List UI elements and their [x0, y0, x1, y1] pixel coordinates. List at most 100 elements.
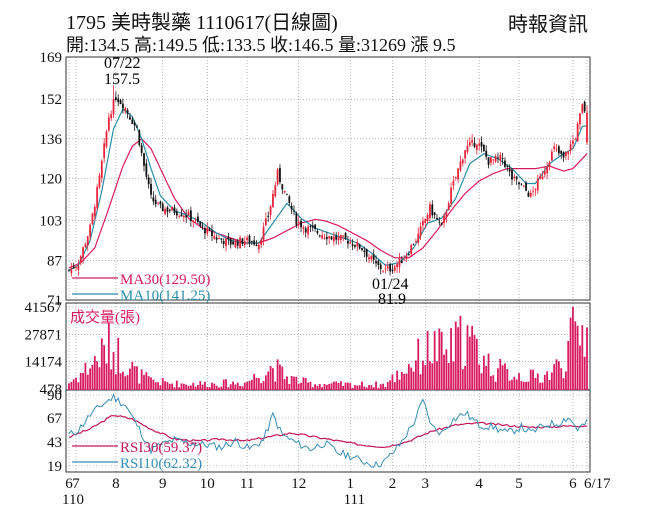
candle — [586, 105, 588, 146]
volume-bar — [506, 369, 509, 390]
candle-body — [180, 214, 183, 217]
candle — [550, 148, 553, 161]
candle — [443, 213, 445, 228]
candle-body — [269, 206, 272, 215]
volume-bar — [363, 386, 366, 390]
candle — [344, 232, 347, 240]
candle — [539, 173, 542, 180]
candle — [529, 189, 532, 198]
candle — [335, 232, 338, 245]
x-tick-label: 9 — [159, 476, 167, 492]
candle-body — [185, 215, 188, 218]
candle-body — [426, 215, 429, 221]
candle-body — [522, 185, 525, 187]
price-tick-label: 103 — [40, 214, 63, 230]
ma10-legend-label: MA10(141.25) — [120, 288, 210, 304]
volume-bar — [220, 386, 223, 390]
volume-bar — [215, 385, 218, 390]
volume-bar — [525, 381, 527, 390]
candle — [255, 240, 258, 247]
candle-body — [215, 237, 218, 240]
candle-body — [550, 151, 553, 161]
volume-bar — [351, 387, 354, 390]
candle-body — [424, 218, 427, 224]
candle-body — [82, 247, 84, 258]
volume-bar — [77, 382, 80, 390]
candle-body — [161, 203, 164, 212]
candle-body — [375, 261, 377, 264]
candle — [525, 180, 527, 192]
candle — [197, 212, 199, 225]
candle — [534, 187, 537, 196]
candle-body — [220, 238, 223, 240]
candle-body — [89, 224, 91, 237]
candle-body — [494, 156, 497, 162]
price-tick-label: 152 — [40, 92, 63, 108]
volume-bar — [555, 359, 558, 390]
candle — [339, 234, 342, 244]
volume-bar — [323, 383, 326, 390]
volume-bar — [297, 383, 300, 390]
candle — [468, 136, 471, 148]
volume-bar — [414, 360, 417, 390]
candle — [119, 99, 122, 105]
candle-body — [581, 104, 584, 113]
volume-bar — [168, 383, 171, 390]
candle — [454, 176, 457, 181]
volume-bar — [260, 383, 263, 390]
rsi30-line — [68, 415, 588, 448]
candle — [457, 168, 459, 183]
volume-bar — [482, 355, 485, 390]
candle-body — [159, 201, 162, 204]
candle — [133, 120, 136, 131]
candle — [497, 152, 499, 163]
volume-bar — [356, 385, 359, 390]
candle — [117, 94, 120, 107]
candle-body — [436, 217, 438, 220]
chart-title: 1795 美時製藥 1110617(日線圖) — [66, 12, 338, 34]
x-tick-label: 6 — [569, 476, 577, 492]
candle-body — [100, 160, 103, 178]
candle — [557, 144, 560, 157]
candle — [332, 231, 335, 246]
candle-body — [267, 215, 270, 217]
volume-bar — [504, 363, 506, 390]
candle — [267, 211, 270, 223]
volume-bar — [122, 371, 124, 390]
volume-bar — [522, 381, 525, 390]
candle — [426, 212, 429, 225]
candle-body — [318, 235, 321, 237]
volume-bar — [194, 386, 197, 390]
rsi-legend: RSI30(59.37) RSI10(62.32) — [72, 440, 202, 472]
candle — [211, 224, 213, 242]
candle — [499, 152, 502, 166]
candle — [548, 160, 551, 171]
volume-bar — [468, 336, 471, 390]
volume-bar — [325, 384, 328, 390]
candle — [302, 225, 305, 235]
candle — [154, 194, 157, 208]
candle — [452, 175, 455, 191]
candle-body — [297, 221, 300, 224]
candle-body — [532, 190, 534, 192]
rsi-lines — [68, 393, 588, 468]
candle — [187, 209, 190, 216]
candle-body — [419, 226, 422, 236]
price-tick-label: 87 — [47, 253, 63, 269]
volume-bar — [429, 361, 431, 390]
candle-body — [337, 236, 340, 241]
candle — [140, 142, 143, 157]
candle-body — [243, 241, 246, 246]
candle — [553, 142, 556, 152]
candle — [576, 121, 579, 142]
candle-body — [490, 157, 492, 163]
candle — [260, 237, 263, 249]
candle — [342, 235, 345, 242]
candle-body — [105, 131, 108, 147]
volume-bar — [431, 363, 434, 390]
candle — [246, 235, 249, 245]
candle-body — [189, 210, 192, 221]
candle-body — [438, 221, 441, 223]
candle — [215, 234, 218, 244]
volume-bar — [337, 382, 340, 390]
